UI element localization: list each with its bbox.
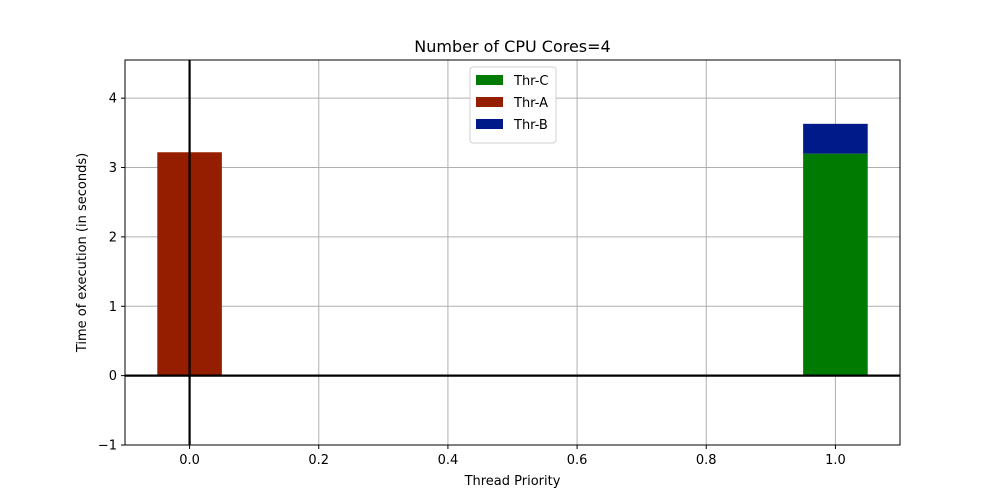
x-tick-label: 0.8 — [696, 453, 717, 468]
y-tick-label: 0 — [109, 369, 117, 384]
legend-label-thr-c: Thr-C — [513, 74, 548, 89]
bar-thr-b — [803, 123, 868, 154]
bar-thr-c — [803, 153, 868, 376]
reference-lines — [125, 60, 900, 445]
chart-title: Number of CPU Cores=4 — [414, 37, 610, 56]
x-tick-label: 0.4 — [438, 453, 459, 468]
plot-frame — [124, 59, 901, 446]
x-tick-label: 0.2 — [308, 453, 329, 468]
bars — [157, 123, 868, 376]
y-tick-label: 2 — [109, 230, 117, 245]
y-tick-label: 3 — [109, 161, 117, 176]
y-ticks: −1 0 1 2 3 4 — [98, 92, 125, 454]
x-tick-label: 1.0 — [825, 453, 846, 468]
y-axis-label: Time of execution (in seconds) — [75, 153, 90, 353]
y-tick-label: 1 — [109, 300, 117, 315]
x-tick-label: 0.6 — [567, 453, 588, 468]
legend-swatch-thr-c — [476, 75, 503, 85]
y-tick-label: 4 — [109, 92, 117, 107]
x-ticks: 0.0 0.2 0.4 0.6 0.8 1.0 — [179, 445, 846, 468]
legend-label-thr-b: Thr-B — [513, 118, 548, 133]
legend: Thr-C Thr-A Thr-B — [469, 66, 557, 144]
legend-swatch-thr-b — [476, 119, 503, 129]
legend-label-thr-a: Thr-A — [513, 96, 548, 111]
x-axis-label: Thread Priority — [464, 474, 561, 489]
x-tick-label: 0.0 — [179, 453, 200, 468]
legend-swatch-thr-a — [476, 97, 503, 107]
y-tick-label: −1 — [98, 439, 117, 454]
